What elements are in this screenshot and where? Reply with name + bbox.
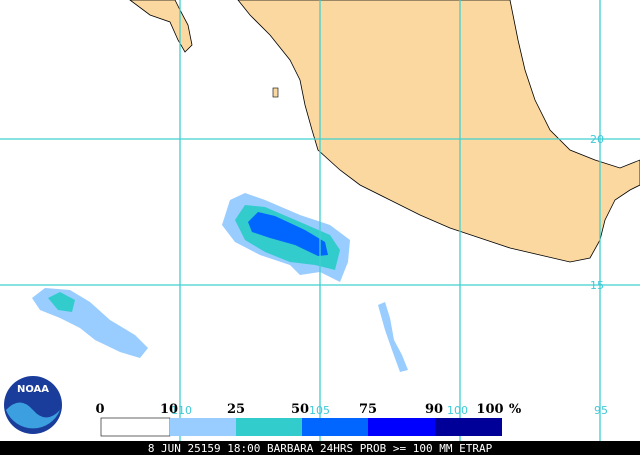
area-50 bbox=[248, 212, 328, 256]
legend-tick: 90 bbox=[425, 402, 443, 417]
lat-label: 15 bbox=[590, 279, 604, 292]
legend-tick: 25 bbox=[227, 402, 245, 417]
logo-text: NOAA bbox=[17, 384, 49, 395]
lon-label: 110 bbox=[171, 404, 192, 417]
lon-label: 100 bbox=[447, 404, 468, 417]
color-bin bbox=[100, 417, 171, 437]
baja-peninsula bbox=[129, 0, 193, 53]
legend-tick: 0 bbox=[95, 402, 104, 417]
probability-areas bbox=[32, 193, 408, 372]
color-bin bbox=[435, 418, 502, 436]
island bbox=[272, 87, 279, 98]
lat-label: 20 bbox=[590, 133, 604, 146]
graticule bbox=[0, 0, 640, 441]
legend-unit: % bbox=[509, 402, 522, 417]
mainland bbox=[237, 0, 640, 263]
logo-wave bbox=[6, 402, 60, 429]
colorbar bbox=[100, 417, 502, 437]
color-bin bbox=[236, 418, 302, 436]
noaa-logo: NOAA bbox=[4, 376, 62, 434]
legend-tick: 75 bbox=[359, 402, 377, 417]
area-25-west bbox=[48, 292, 75, 312]
caption-bar bbox=[0, 441, 640, 455]
legend-tick: 50 bbox=[291, 402, 309, 417]
caption: 8 JUN 25159 18:00 BARBARA 24HRS PROB >= … bbox=[148, 442, 493, 455]
color-bin bbox=[368, 418, 435, 436]
area-10-south bbox=[378, 302, 408, 372]
lon-label: 105 bbox=[309, 404, 330, 417]
color-bin bbox=[170, 418, 236, 436]
legend-tick: 100 bbox=[476, 402, 503, 417]
legend-tick: 10 bbox=[160, 402, 178, 417]
color-bin bbox=[302, 418, 368, 436]
lon-label: 95 bbox=[594, 404, 608, 417]
